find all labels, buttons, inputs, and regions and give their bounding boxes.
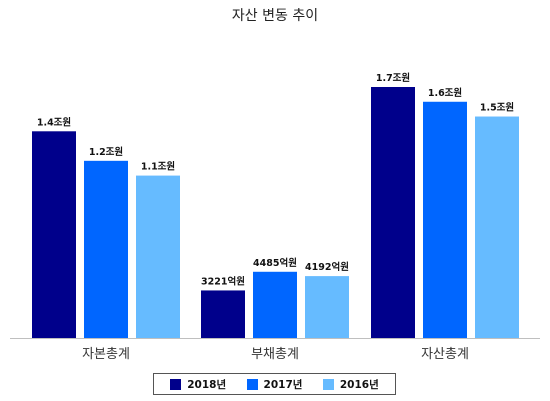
- data-label-3-series-1: 1.7조원: [376, 72, 410, 84]
- legend-swatch-2016: [322, 378, 334, 390]
- bar-1-series-1: [32, 131, 76, 338]
- bar-1-series-3: [136, 175, 180, 338]
- data-label-1-series-1: 1.4조원: [37, 116, 71, 128]
- legend-label-2016: 2016년: [339, 378, 379, 391]
- chart-title: 자산 변동 추이: [231, 8, 319, 24]
- legend-swatch-2018: [170, 378, 182, 390]
- bar-2-series-1: [201, 290, 245, 338]
- category-label-2: 부채총계: [251, 347, 299, 362]
- legend-item-2018: 2018년: [170, 377, 226, 392]
- category-label-1: 자본총계: [82, 347, 130, 362]
- legend-label-2018: 2018년: [187, 378, 227, 391]
- chart-legend: 2018년 2017년 2016년: [153, 373, 396, 395]
- legend-swatch-2017: [246, 378, 258, 390]
- data-label-2-series-2: 4485억원: [253, 257, 297, 269]
- bar-2-series-3: [305, 276, 349, 338]
- legend-item-2017: 2017년: [246, 377, 303, 392]
- bar-3-series-2: [423, 101, 467, 338]
- category-label-3: 자산총계: [421, 347, 469, 362]
- bar-2-series-2: [253, 271, 297, 338]
- bar-3-series-3: [475, 116, 519, 338]
- bar-1-series-2: [84, 160, 128, 338]
- data-label-1-series-3: 1.1조원: [141, 161, 175, 173]
- data-label-3-series-2: 1.6조원: [428, 87, 462, 99]
- legend-item-2016: 2016년: [322, 377, 379, 392]
- data-label-1-series-2: 1.2조원: [89, 146, 123, 158]
- bar-3-series-1: [371, 87, 415, 338]
- data-label-2-series-3: 4192억원: [305, 261, 349, 273]
- legend-label-2017: 2017년: [263, 378, 303, 391]
- data-label-2-series-1: 3221억원: [201, 275, 245, 287]
- data-label-3-series-3: 1.5조원: [480, 102, 514, 114]
